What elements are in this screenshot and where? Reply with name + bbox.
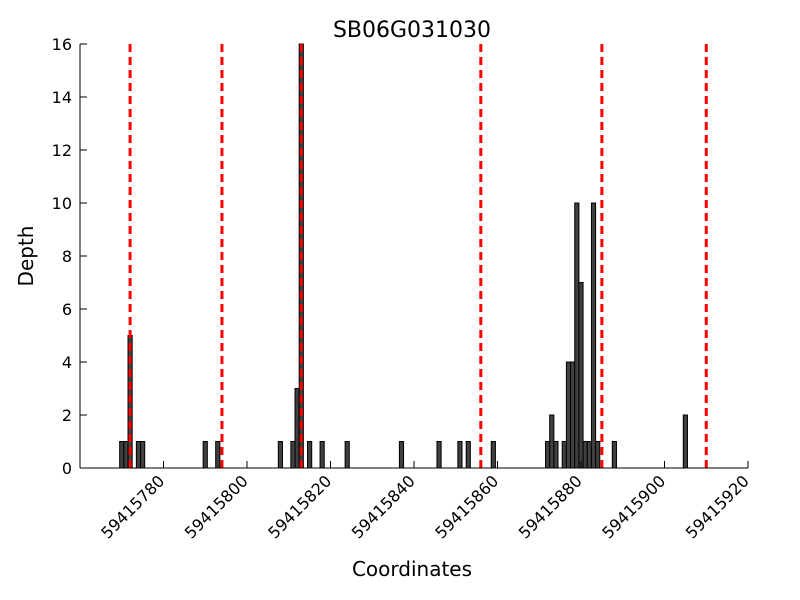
bar bbox=[574, 202, 580, 469]
bar bbox=[561, 441, 567, 469]
y-axis-label: Depth bbox=[14, 226, 38, 287]
bar bbox=[307, 441, 313, 469]
bar bbox=[398, 441, 405, 469]
bar bbox=[582, 441, 588, 469]
x-axis-label: Coordinates bbox=[352, 557, 472, 581]
bar bbox=[119, 441, 125, 469]
bar bbox=[490, 441, 496, 469]
bar bbox=[436, 441, 442, 469]
x-tick-label: 59415780 bbox=[97, 471, 168, 542]
bar bbox=[140, 441, 146, 469]
x-tick-label: 59415880 bbox=[515, 471, 586, 542]
y-tick-label: 12 bbox=[52, 141, 72, 160]
y-tick-label: 4 bbox=[62, 353, 72, 372]
bar bbox=[344, 441, 350, 469]
bar bbox=[578, 282, 584, 469]
y-tick-label: 8 bbox=[62, 247, 72, 266]
x-tick-label: 59415800 bbox=[181, 471, 252, 542]
chart-title: SB06G031030 bbox=[333, 18, 491, 43]
bar bbox=[682, 414, 688, 469]
bar bbox=[565, 361, 572, 469]
bar bbox=[590, 202, 597, 469]
bar bbox=[611, 441, 617, 469]
bar bbox=[553, 441, 559, 469]
y-tick-label: 0 bbox=[62, 459, 72, 478]
axes bbox=[79, 44, 748, 469]
bar bbox=[570, 361, 576, 469]
bar bbox=[457, 441, 463, 469]
y-tick-label: 2 bbox=[62, 406, 72, 425]
bar bbox=[277, 441, 283, 469]
x-tick-label: 59415860 bbox=[431, 471, 502, 542]
bar bbox=[290, 441, 296, 469]
bar bbox=[595, 441, 601, 469]
bar bbox=[586, 441, 592, 469]
bar bbox=[215, 441, 221, 469]
bar bbox=[202, 441, 208, 469]
y-tick-label: 10 bbox=[52, 194, 72, 213]
y-tick-label: 14 bbox=[52, 88, 72, 107]
bar bbox=[135, 441, 142, 469]
bar bbox=[545, 441, 551, 469]
y-tick-label: 6 bbox=[62, 300, 72, 319]
x-ticks: 59415780 59415800 59415820 59415840 59415860… bbox=[97, 461, 753, 542]
bar bbox=[123, 441, 129, 469]
y-tick-label: 16 bbox=[52, 35, 72, 54]
bar bbox=[294, 388, 300, 469]
marker-lines bbox=[128, 44, 708, 468]
bar bbox=[319, 441, 325, 469]
bar bbox=[465, 441, 471, 469]
x-tick-label: 59415920 bbox=[682, 471, 753, 542]
x-tick-label: 59415900 bbox=[598, 471, 669, 542]
x-tick-label: 59415840 bbox=[348, 471, 419, 542]
x-tick-label: 59415820 bbox=[264, 471, 335, 542]
y-ticks: 0 2 4 6 8 10 12 14 16 bbox=[52, 35, 87, 478]
bar bbox=[549, 414, 555, 469]
